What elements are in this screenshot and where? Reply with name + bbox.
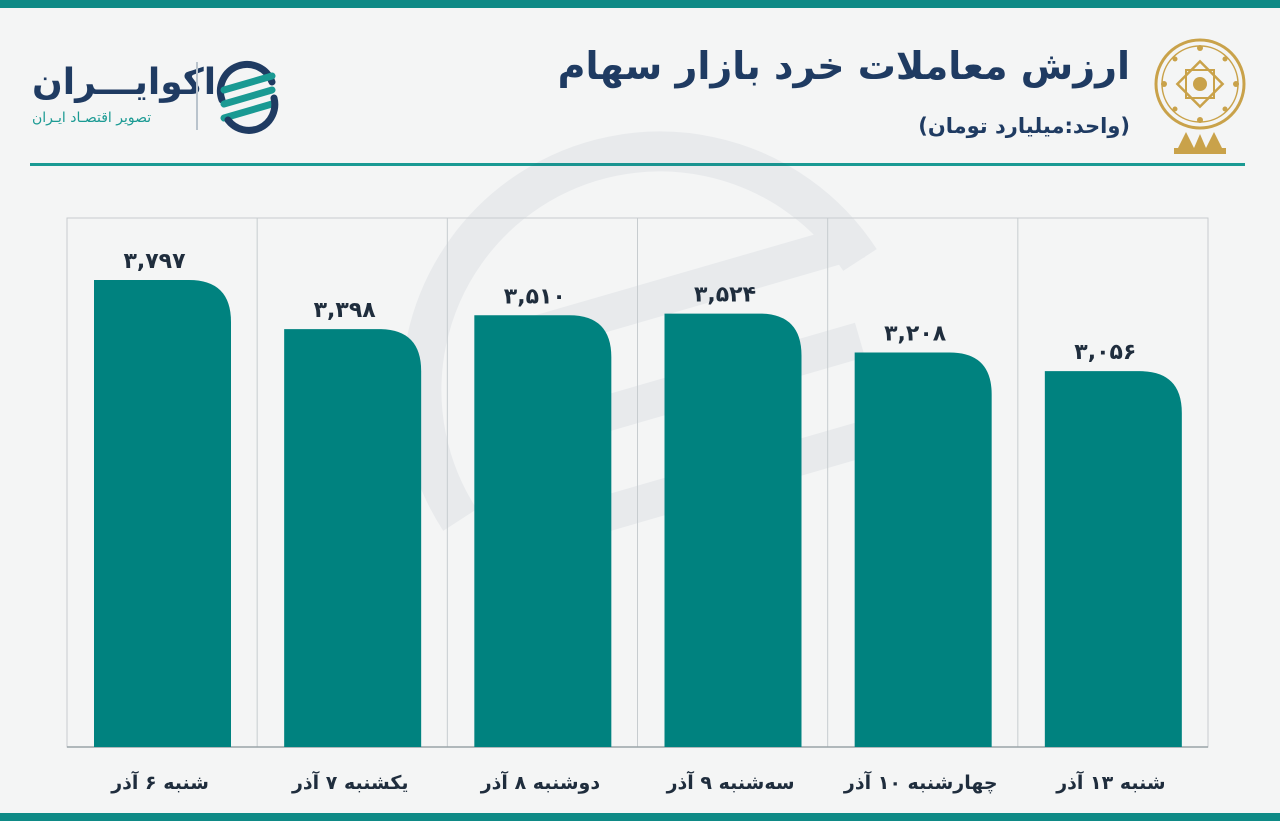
page-title: ارزش معاملات خرد بازار سهام: [557, 44, 1130, 88]
bottom-stripe: [0, 813, 1280, 821]
bar: [474, 315, 612, 747]
stock-exchange-emblem-icon: [1154, 38, 1246, 154]
bar: [94, 280, 231, 747]
bar-value-label: ۳,۲۰۸: [884, 321, 947, 346]
bar-value-label: ۳,۵۲۴: [694, 283, 756, 308]
plot-frame: [66, 217, 1209, 748]
header: ارزش معاملات خرد بازار سهام (واحد:میلیار…: [0, 8, 1280, 168]
bar-value-label: ۳,۳۹۸: [314, 298, 377, 323]
category-label: یکشنبه ۷ آذر: [291, 770, 409, 794]
bars: [94, 280, 1182, 747]
bar-value-label: ۳,۵۱۰: [504, 284, 566, 309]
brand-name: اکوایـــران: [32, 62, 217, 103]
header-rule: [30, 163, 1245, 166]
value-labels: ۳,۷۹۷ ۳,۳۹۸ ۳,۵۱۰ ۳,۵۲۴ ۳,۲۰۸ ۳,۰۵۶: [123, 249, 1136, 365]
page-subtitle: (واحد:میلیارد تومان): [918, 114, 1130, 138]
category-label: شنبه ۱۳ آذر: [1055, 770, 1165, 794]
category-label: چهارشنبه ۱۰ آذر: [843, 770, 998, 794]
category-label: شنبه ۶ آذر: [110, 770, 209, 794]
bar: [284, 329, 422, 747]
category-labels: شنبه ۶ آذر یکشنبه ۷ آذر دوشنبه ۸ آذر سه‌شنب…: [110, 770, 1165, 794]
brand-tagline: تصویر اقتصـاد ایـران: [32, 110, 152, 126]
category-label: دوشنبه ۸ آذر: [480, 770, 601, 794]
top-stripe: [0, 0, 1280, 8]
bar: [854, 352, 992, 747]
brand: اکوایـــران تصویر اقتصـاد ایـران: [30, 56, 290, 146]
brand-divider: [196, 62, 198, 130]
bar-value-label: ۳,۰۵۶: [1074, 340, 1136, 365]
bar: [1044, 371, 1182, 747]
category-label: سه‌شنبه ۹ آذر: [666, 770, 795, 794]
bar-value-label: ۳,۷۹۷: [123, 249, 186, 274]
ecoiran-logo-icon: [216, 60, 279, 134]
bar: [664, 313, 802, 747]
